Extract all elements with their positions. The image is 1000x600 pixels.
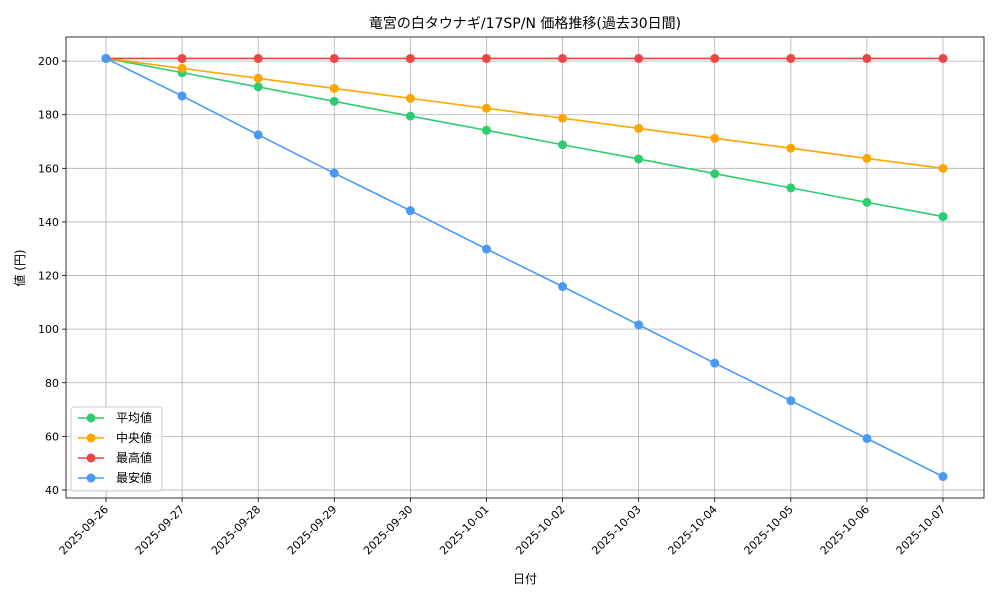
data-point [634, 154, 644, 164]
y-tick-label: 200 [38, 55, 59, 68]
data-point [558, 282, 568, 292]
data-point [710, 133, 720, 143]
data-point [481, 244, 491, 254]
y-tick-label: 160 [38, 162, 59, 175]
data-point [634, 123, 644, 133]
x-axis-label: 日付 [513, 572, 537, 586]
data-point [938, 472, 948, 482]
data-point [405, 206, 415, 216]
x-tick-label: 2025-09-29 [285, 503, 339, 557]
data-point [786, 396, 796, 406]
data-point [481, 103, 491, 113]
data-point [938, 212, 948, 222]
x-ticks: 2025-09-26 2025-09-27 2025-09-28 2025-09-29… [57, 498, 948, 557]
series-layer [101, 53, 948, 482]
data-point [253, 82, 263, 92]
data-point [481, 53, 491, 63]
y-tick-label: 180 [38, 109, 59, 122]
data-point [710, 169, 720, 179]
y-tick-label: 120 [38, 270, 59, 283]
y-tick-label: 80 [45, 377, 59, 390]
legend-frame [70, 406, 163, 492]
data-point [938, 53, 948, 63]
data-point [481, 125, 491, 135]
legend-label: 中央値 [116, 430, 152, 445]
x-tick-label: 2025-09-26 [57, 503, 111, 557]
plot-frame [65, 36, 985, 499]
data-point [253, 73, 263, 83]
x-tick-label: 2025-09-28 [209, 503, 263, 557]
x-tick-label: 2025-10-01 [437, 503, 491, 557]
data-point [101, 53, 111, 63]
y-tick-label: 40 [45, 484, 59, 497]
legend-marker [86, 413, 96, 423]
x-tick-label: 2025-10-02 [513, 503, 567, 557]
data-point [862, 433, 872, 443]
y-tick-label: 100 [38, 323, 59, 336]
y-tick-label: 140 [38, 216, 59, 229]
data-point [558, 53, 568, 63]
data-point [634, 320, 644, 330]
x-tick-label: 2025-09-27 [133, 503, 187, 557]
x-tick-label: 2025-10-07 [894, 503, 948, 557]
x-tick-label: 2025-10-05 [742, 503, 796, 557]
series-2 [101, 53, 948, 63]
legend-label: 最安値 [116, 470, 152, 485]
data-point [938, 163, 948, 173]
data-point [786, 183, 796, 193]
data-point [710, 358, 720, 368]
data-point [710, 53, 720, 63]
data-point [405, 111, 415, 121]
x-tick-label: 2025-10-06 [818, 503, 872, 557]
series-line [105, 57, 944, 218]
data-point [558, 140, 568, 150]
data-point [329, 53, 339, 63]
y-axis-label: 値 (円) [12, 249, 27, 286]
data-point [253, 130, 263, 140]
data-point [786, 53, 796, 63]
data-point [177, 91, 187, 101]
data-point [786, 143, 796, 153]
series-line [105, 57, 944, 478]
legend-marker [86, 473, 96, 483]
legend-label: 最高値 [116, 450, 152, 465]
x-tick-label: 2025-10-03 [589, 503, 643, 557]
series-0 [101, 53, 948, 222]
data-point [329, 168, 339, 178]
series-3 [101, 53, 948, 482]
data-point [405, 53, 415, 63]
data-point [634, 53, 644, 63]
data-point [253, 53, 263, 63]
data-point [862, 53, 872, 63]
data-point [405, 93, 415, 103]
data-point [862, 197, 872, 207]
x-tick-label: 2025-09-30 [361, 503, 415, 557]
legend-marker [86, 453, 96, 463]
data-point [177, 53, 187, 63]
x-tick-label: 2025-10-04 [665, 503, 719, 557]
y-tick-label: 60 [45, 430, 59, 443]
chart-title: 竜宮の白タウナギ/17SP/N 価格推移(過去30日間) [369, 15, 681, 32]
data-point [177, 63, 187, 73]
series-line [105, 57, 944, 170]
legend-marker [86, 433, 96, 443]
data-point [329, 96, 339, 106]
data-point [862, 153, 872, 163]
legend-label: 平均値 [116, 410, 152, 425]
grid [66, 37, 984, 498]
series-1 [101, 53, 948, 173]
y-ticks: 40 60 80 100 120 140 160 180 200 [38, 55, 66, 497]
data-point [329, 83, 339, 93]
data-point [558, 113, 568, 123]
